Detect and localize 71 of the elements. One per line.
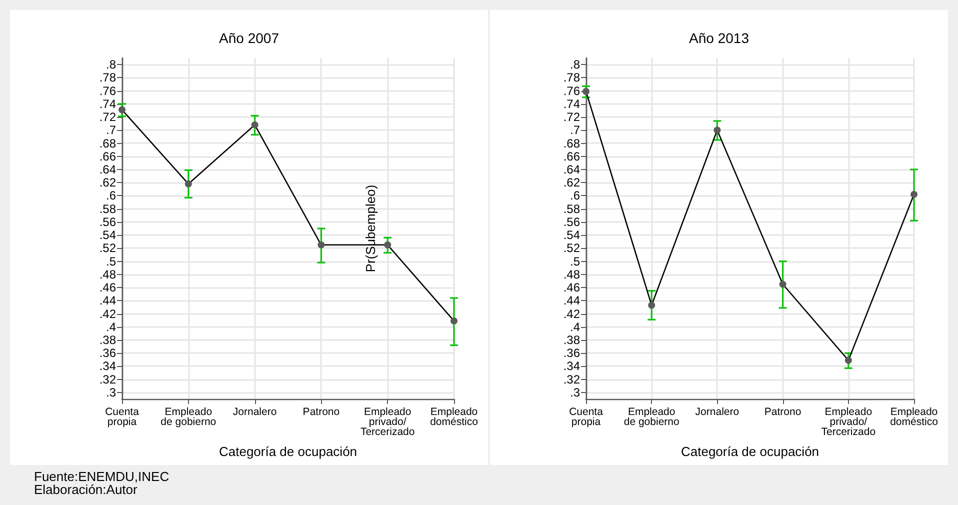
y-tick-label: .48 — [99, 267, 116, 282]
y-tick-label: .76 — [99, 84, 116, 98]
x-tick-label: Jornalero — [695, 406, 740, 418]
y-tick-label: .62 — [563, 176, 580, 190]
y-tick-label: .42 — [99, 306, 116, 321]
y-axis-title: Pr(Subempleo) — [363, 184, 378, 272]
y-tick-label: .5 — [106, 254, 116, 268]
y-tick-label: .58 — [563, 202, 580, 216]
y-tick-label: .78 — [99, 70, 116, 85]
x-tick-label: Jornalero — [232, 406, 277, 418]
y-tick-label: .5 — [570, 254, 580, 268]
y-tick-label: .72 — [99, 110, 116, 124]
y-tick-label: .72 — [563, 110, 580, 124]
y-tick-label: .74 — [563, 96, 580, 111]
y-tick-label: .52 — [99, 241, 116, 256]
y-tick-label: .4 — [570, 320, 580, 334]
y-tick-label: .8 — [106, 58, 116, 72]
y-tick-label: .48 — [563, 267, 580, 282]
y-tick-label: .3 — [570, 385, 580, 400]
x-tick-label: Empleado privado/ Tercerizado — [821, 406, 876, 438]
chart-title: Año 2007 — [219, 30, 280, 46]
x-tick-label: Cuenta propia — [105, 406, 140, 428]
x-tick-label: Empleado de gobierno — [160, 406, 216, 428]
y-tick-label: .66 — [99, 149, 116, 164]
y-tick-label: .54 — [563, 228, 580, 242]
y-tick-label: .8 — [570, 58, 580, 72]
y-tick-label: .7 — [106, 123, 116, 138]
y-tick-label: .54 — [99, 228, 116, 242]
x-tick-label: Empleado privado/ Tercerizado — [360, 406, 415, 438]
y-tick-label: .6 — [106, 188, 116, 203]
y-tick-label: .64 — [563, 162, 580, 176]
source-note: Fuente:ENEMDU,INEC — [34, 469, 170, 484]
y-tick-label: .32 — [99, 372, 116, 386]
x-tick-label: Empleado doméstico — [890, 406, 938, 428]
y-tick-label: .76 — [563, 84, 580, 98]
y-tick-label: .32 — [563, 372, 580, 386]
y-tick-label: .58 — [99, 202, 116, 216]
x-axis-title: Categoría de ocupación — [680, 444, 820, 459]
y-tick-label: .36 — [563, 346, 580, 360]
y-tick-label: .62 — [99, 176, 116, 190]
y-tick-label: .38 — [563, 332, 580, 347]
y-tick-label: .7 — [570, 123, 580, 138]
y-tick-label: .36 — [99, 346, 116, 360]
x-tick-label: Empleado doméstico — [430, 406, 478, 428]
y-tick-label: .42 — [563, 306, 580, 321]
x-axis-title: Categoría de ocupación — [218, 444, 358, 459]
y-tick-label: .38 — [99, 332, 116, 347]
text: Elaboración:Autor — [34, 482, 138, 497]
y-tick-label: .74 — [99, 96, 116, 111]
y-tick-label: .66 — [563, 149, 580, 164]
y-tick-label: .52 — [563, 241, 580, 256]
y-tick-label: .44 — [99, 294, 116, 308]
y-tick-label: .78 — [563, 70, 580, 85]
y-tick-label: .64 — [99, 162, 116, 176]
y-tick-label: .46 — [563, 280, 580, 295]
y-tick-label: .68 — [99, 136, 116, 150]
y-tick-label: .68 — [563, 136, 580, 150]
y-tick-label: .3 — [106, 385, 116, 400]
y-tick-label: .34 — [99, 359, 116, 374]
y-tick-label: .34 — [563, 359, 580, 374]
y-tick-label: .6 — [570, 188, 580, 203]
y-tick-label: .56 — [99, 214, 116, 229]
x-tick-label: Empleado de gobierno — [624, 406, 680, 428]
chart-title: Año 2013 — [689, 30, 750, 46]
y-tick-label: .56 — [563, 214, 580, 229]
y-tick-label: .4 — [106, 320, 116, 334]
x-tick-label: Cuenta propia — [569, 406, 604, 428]
x-tick-label: Patrono — [764, 406, 802, 418]
x-tick-label: Patrono — [302, 406, 340, 418]
y-tick-label: .46 — [99, 280, 116, 295]
y-tick-label: .44 — [563, 294, 580, 308]
